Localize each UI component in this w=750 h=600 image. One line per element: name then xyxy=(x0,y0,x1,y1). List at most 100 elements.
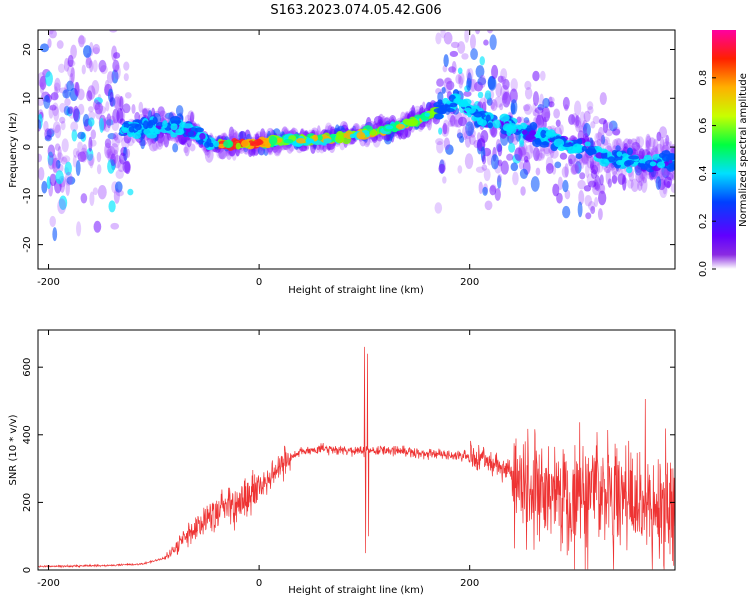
spectrogram-ridge-blob xyxy=(540,129,547,139)
spectrogram-noise-blob xyxy=(67,54,74,67)
spectrogram-noise-blob xyxy=(477,91,484,99)
spectrogram-noise-blob xyxy=(99,117,104,133)
spectrogram-noise-blob xyxy=(581,155,589,165)
spectrogram-noise-blob xyxy=(57,198,67,215)
spectrogram-noise-blob xyxy=(467,67,474,82)
spectrogram-noise-blob xyxy=(77,141,83,152)
spectrogram-noise-blob xyxy=(453,119,459,128)
spectrogram-noise-blob xyxy=(635,169,644,183)
spectrogram-noise-blob xyxy=(442,122,448,135)
spectrogram-noise-blob xyxy=(622,174,627,191)
spectrogram-noise-blob xyxy=(562,96,570,110)
spectrogram-noise-blob xyxy=(470,48,478,60)
spectrogram-ridge-blob xyxy=(461,98,472,106)
spectrogram-noise-blob xyxy=(79,147,88,163)
spectrogram-noise-blob xyxy=(579,111,586,127)
spectrogram-noise-blob xyxy=(43,120,49,132)
spectrogram-ridge-blob xyxy=(316,134,323,141)
spectrogram-noise-blob xyxy=(106,146,116,160)
spectrogram-noise-blob xyxy=(74,81,80,97)
spectrogram-noise-blob xyxy=(85,57,93,69)
spectrogram-noise-blob xyxy=(100,64,108,75)
spectrogram-noise-blob xyxy=(88,136,93,152)
spectrogram-noise-blob xyxy=(449,50,459,58)
spectrogram-noise-blob xyxy=(516,116,522,123)
spectrogram-noise-blob xyxy=(318,143,325,154)
spectrogram-noise-blob xyxy=(497,174,503,183)
spectrogram-noise-blob xyxy=(39,75,47,90)
spectrogram-ridge-blob xyxy=(454,97,460,105)
spectrogram-noise-blob xyxy=(441,124,450,137)
spectrogram-noise-blob xyxy=(69,87,79,102)
spectrogram-noise-blob xyxy=(77,131,86,140)
spectrogram-noise-blob xyxy=(116,95,125,107)
spectrogram-noise-blob xyxy=(481,164,488,171)
spectrogram-noise-blob xyxy=(57,145,62,161)
spectrogram-noise-blob xyxy=(441,86,446,94)
spectrogram-noise-blob xyxy=(612,170,618,185)
spectrogram-noise-blob xyxy=(106,113,112,129)
spectrogram-ridge-blob xyxy=(433,113,444,120)
spectrogram-ridge-blob xyxy=(408,118,419,127)
spectrogram-noise-blob xyxy=(500,68,508,81)
spectrogram-ridge-blob xyxy=(283,138,294,144)
spectrogram-noise-blob xyxy=(597,208,603,221)
spectrogram-noise-blob xyxy=(465,121,475,137)
spectrogram-noise-blob xyxy=(550,149,559,159)
colorbar-ticks: 0.0 0.2 0.4 0.6 0.8 xyxy=(698,70,716,277)
snr-y-label: SNR (10 * v/v) xyxy=(8,414,19,485)
spectrogram-noise-blob xyxy=(115,169,124,180)
spectrogram-noise-blob xyxy=(113,94,122,110)
spectrogram-noise-blob xyxy=(537,152,545,161)
spectrogram-ridge-blob xyxy=(305,138,314,144)
spectrogram-ridge-blob xyxy=(525,133,537,143)
spectrogram-ridge-blob xyxy=(169,116,181,124)
spectrogram-noise-blob xyxy=(457,165,463,174)
spectrogram-noise-blob xyxy=(649,147,655,156)
spectrogram-noise-blob xyxy=(156,139,164,150)
spectrogram-noise-blob xyxy=(578,190,585,205)
spectrogram-noise-blob xyxy=(490,184,497,192)
spectrogram-noise-blob xyxy=(627,138,632,145)
spectrogram-noise-blob xyxy=(72,12,78,21)
spectrogram-ridge-blob xyxy=(182,123,193,129)
colorbar-tick-label: 0.6 xyxy=(698,118,709,134)
spectrogram-noise-blob xyxy=(446,80,455,91)
spectrogram-noise-blob xyxy=(113,52,121,59)
spectrogram-noise-blob xyxy=(88,111,96,120)
spectrogram-ridge-blob xyxy=(134,123,142,131)
spectrogram-noise-blob xyxy=(659,126,668,139)
spectrogram-ridge-blob xyxy=(323,138,332,144)
spectrogram-noise-blob xyxy=(94,101,104,115)
spectrogram-noise-blob xyxy=(581,149,588,166)
spectrogram-noise-blob xyxy=(93,220,102,233)
spectrogram-noise-blob xyxy=(124,160,131,175)
spectrogram-noise-blob xyxy=(640,170,646,182)
snr-y-tick-label: 0 xyxy=(22,567,33,573)
spectrogram-noise-blob xyxy=(38,72,46,88)
spectrogram-noise-blob xyxy=(588,201,596,211)
spectrogram-noise-blob xyxy=(48,105,54,119)
spectrogram-noise-blob xyxy=(575,119,582,133)
spectrogram-noise-blob xyxy=(71,129,78,142)
spectrogram-noise-blob xyxy=(114,181,123,193)
spectrogram-ridge-blob xyxy=(567,146,578,154)
spectrogram-noise-blob xyxy=(53,106,60,122)
colorbar: 0.0 0.2 0.4 0.6 0.8 Normalized spectral ampl… xyxy=(698,30,749,277)
spectrogram-noise-blob xyxy=(502,78,510,90)
colorbar-tick-label: 0.4 xyxy=(698,165,709,181)
spectrogram-noise-blob xyxy=(83,45,92,58)
spectrogram-noise-blob xyxy=(583,110,591,123)
spectrogram-noise-blob xyxy=(124,92,132,99)
spectrogram-noise-blob xyxy=(656,131,662,142)
spectrogram-noise-blob xyxy=(440,30,446,39)
spectrogram-noise-blob xyxy=(437,91,444,103)
spectrogram-noise-blob xyxy=(574,100,582,117)
spectrogram-noise-blob xyxy=(92,99,101,111)
spectrogram-noise-blob xyxy=(571,162,580,174)
spectrogram-noise-blob xyxy=(43,95,51,109)
spectrogram-noise-blob xyxy=(457,72,465,85)
spectrogram-noise-blob xyxy=(77,88,85,101)
spectrogram-noise-blob xyxy=(90,129,97,140)
spectrogram-noise-blob xyxy=(606,121,614,131)
